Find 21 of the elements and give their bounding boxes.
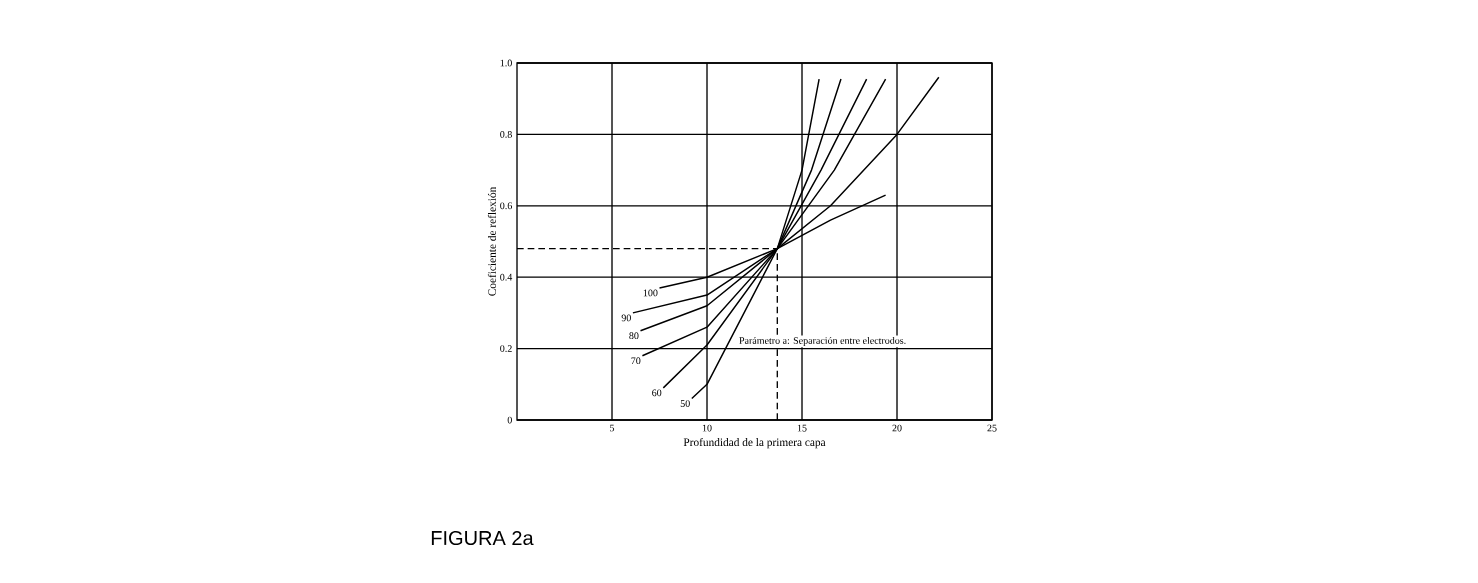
x-tick-label: 5 [610,424,615,432]
x-tick-label: 25 [987,424,997,432]
x-tick-label: 10 [702,424,712,432]
text: FIGURA 2a [431,530,534,546]
annotation: Parámetro a: Separación entre electrodos. [739,336,906,347]
y-tick-label: 1.0 [500,59,512,67]
series-label: 90 [621,314,631,322]
y-tick-label: 0.2 [500,345,512,352]
series-label: 50 [680,400,690,407]
x-tick-label: 20 [892,424,902,432]
y-tick-label: 0.8 [500,131,512,138]
series-label: 60 [652,389,662,397]
x-axis-title: Profundidad de la primera capa [683,437,826,449]
y-axis-title: Coeficiente de reflexión [487,186,496,296]
series-label: 100 [643,289,658,297]
x-tick-label: 15 [797,424,807,432]
series-label: 80 [629,332,639,340]
series-label: 70 [631,357,641,365]
y-tick-label: 0 [507,416,512,424]
y-tick-label: 0.4 [500,273,513,281]
y-tick-label: 0.6 [500,202,512,210]
